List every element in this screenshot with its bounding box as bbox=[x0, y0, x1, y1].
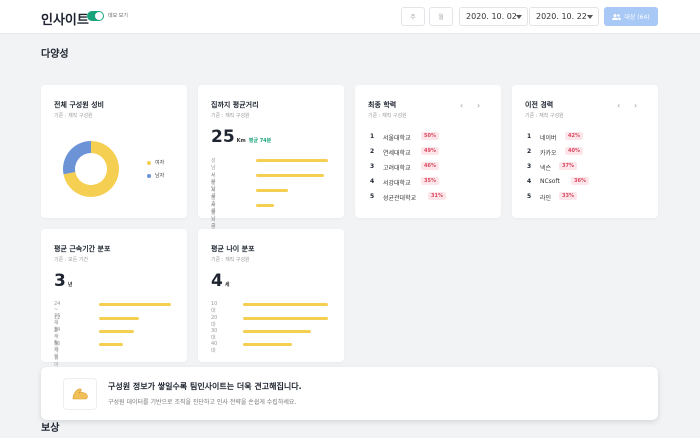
card-subtitle: 기준 : 재직 구성원 bbox=[368, 113, 407, 119]
start-date-select[interactable]: 2020. 10. 02 bbox=[459, 7, 528, 26]
legend-dot bbox=[147, 160, 151, 165]
info-banner: 구성원 정보가 쌓일수록 팀인사이트는 더욱 견고해집니다. 구성원 데이터를 … bbox=[41, 367, 658, 420]
bar-fill bbox=[256, 174, 325, 177]
card-gender-ratio: 전체 구성원 성비 기준 : 재직 구성원 여자 남자 bbox=[41, 85, 187, 218]
muscle-icon bbox=[63, 378, 97, 410]
next-arrow-icon[interactable]: › bbox=[634, 101, 638, 110]
section-title-diversity: 다양성 bbox=[41, 49, 69, 60]
target-button-label: 대상 (64) bbox=[624, 14, 650, 21]
muscle-icon-svg bbox=[72, 388, 88, 400]
bar-fill bbox=[243, 343, 293, 346]
demo-toggle-label: 데모 보기 bbox=[108, 13, 128, 19]
end-date-value: 2020. 10. 22 bbox=[536, 12, 587, 21]
legend-label: 여자 bbox=[155, 160, 165, 166]
card-title: 이전 경력 bbox=[525, 101, 554, 109]
next-arrow-icon[interactable]: › bbox=[477, 101, 481, 110]
prev-arrow-icon[interactable]: ‹ bbox=[617, 101, 621, 110]
card-subtitle: 기준 : 모든 기간 bbox=[54, 257, 89, 263]
bar-fill bbox=[243, 303, 328, 306]
chevron-down-icon bbox=[587, 15, 593, 19]
range-month-button[interactable]: 월 bbox=[429, 7, 453, 26]
target-members-button[interactable]: 대상 (64) bbox=[604, 7, 658, 26]
top-bar: 인사이트 데모 보기 주 월 2020. 10. 02 2020. 10. 22… bbox=[0, 0, 700, 34]
range-week-button[interactable]: 주 bbox=[401, 7, 425, 26]
bar-fill bbox=[99, 343, 124, 346]
card-title: 전체 구성원 성비 bbox=[54, 101, 104, 109]
bar-fill bbox=[256, 189, 289, 192]
card-title: 최종 학력 bbox=[368, 101, 397, 109]
bar-fill bbox=[99, 317, 140, 320]
banner-description: 구성원 데이터를 기반으로 조직을 진단하고 인사 전략을 손쉽게 수립하세요. bbox=[108, 399, 297, 406]
legend-label: 남자 bbox=[155, 173, 165, 179]
section-title-compensation: 보상 bbox=[41, 423, 60, 434]
card-subtitle: 기준 : 재직 구성원 bbox=[525, 113, 564, 119]
card-commute-distance: 집까지 평균거리 기준 : 재직 구성원 25 Km 평균 74분 성남시 분당구 … bbox=[198, 85, 344, 244]
commute-value: 25 Km 평균 74분 bbox=[211, 127, 272, 147]
start-date-value: 2020. 10. 02 bbox=[466, 12, 517, 21]
donut-slice-male bbox=[63, 141, 91, 175]
bar-fill bbox=[243, 317, 328, 320]
card-title: 평균 나이 분포 bbox=[211, 245, 255, 253]
card-title: 집까지 평균거리 bbox=[211, 101, 259, 109]
card-subtitle: 기준 : 재직 구성원 bbox=[54, 113, 93, 119]
end-date-select[interactable]: 2020. 10. 22 bbox=[529, 7, 599, 26]
chevron-down-icon bbox=[516, 15, 522, 19]
bar-fill bbox=[256, 159, 328, 162]
banner-title: 구성원 정보가 쌓일수록 팀인사이트는 더욱 견고해집니다. bbox=[108, 382, 302, 391]
bar-fill bbox=[99, 330, 135, 333]
bar-fill bbox=[256, 204, 274, 207]
bar-fill bbox=[99, 303, 171, 306]
card-subtitle: 기준 : 재직 구성원 bbox=[211, 257, 250, 263]
gender-donut-chart bbox=[63, 141, 119, 197]
card-subtitle: 기준 : 재직 구성원 bbox=[211, 113, 250, 119]
legend-item-female: 여자 bbox=[147, 159, 164, 166]
legend-item-male: 남자 bbox=[147, 172, 164, 179]
app-title: 인사이트 bbox=[41, 13, 89, 28]
demo-toggle[interactable] bbox=[87, 11, 104, 21]
users-icon bbox=[612, 13, 622, 20]
legend-dot bbox=[147, 173, 151, 178]
card-education: 최종 학력 기준 : 재직 구성원 ‹ › 1 서울대학교 50% 2 연세대학교 49… bbox=[355, 85, 501, 218]
bar-fill bbox=[243, 330, 311, 333]
prev-arrow-icon[interactable]: ‹ bbox=[460, 101, 464, 110]
card-title: 평균 근속기간 분포 bbox=[54, 245, 111, 253]
donut-slice-female bbox=[63, 141, 119, 197]
